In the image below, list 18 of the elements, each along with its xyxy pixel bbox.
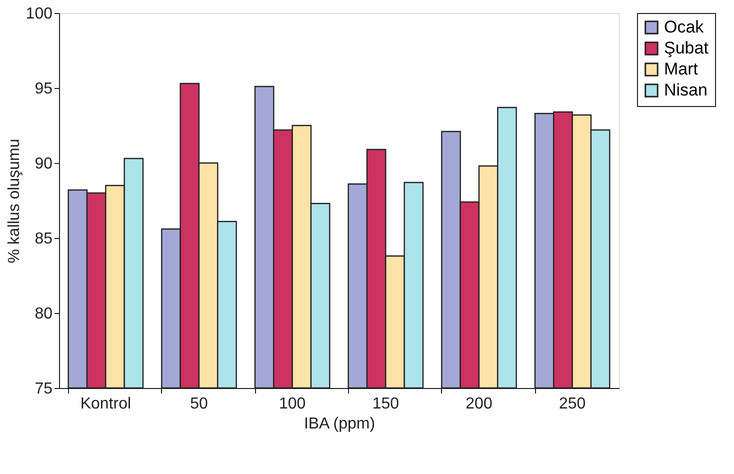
y-tick-label: 75 <box>34 380 53 398</box>
x-tick-label: 250 <box>558 396 586 412</box>
x-tick-label: 200 <box>466 396 492 412</box>
legend-label: Ocak <box>664 18 704 36</box>
legend-label: Nisan <box>664 80 708 100</box>
y-tick-label: 95 <box>34 80 53 98</box>
x-axis-title: IBA (ppm) <box>304 416 376 432</box>
legend-label: Mart <box>664 60 698 78</box>
x-tick-label: 150 <box>372 396 400 412</box>
legend-label: Şubat <box>664 38 709 58</box>
x-tick-label: 100 <box>278 396 306 412</box>
y-axis-title: % kallus oluşumu <box>6 138 23 264</box>
y-tick-label: 85 <box>34 230 53 248</box>
y-tick-label: 80 <box>34 306 53 322</box>
y-tick-label: 100 <box>26 6 53 22</box>
x-tick-label: 50 <box>190 396 208 412</box>
x-tick-label: Kontrol <box>80 396 132 412</box>
y-tick-label: 90 <box>34 156 53 172</box>
